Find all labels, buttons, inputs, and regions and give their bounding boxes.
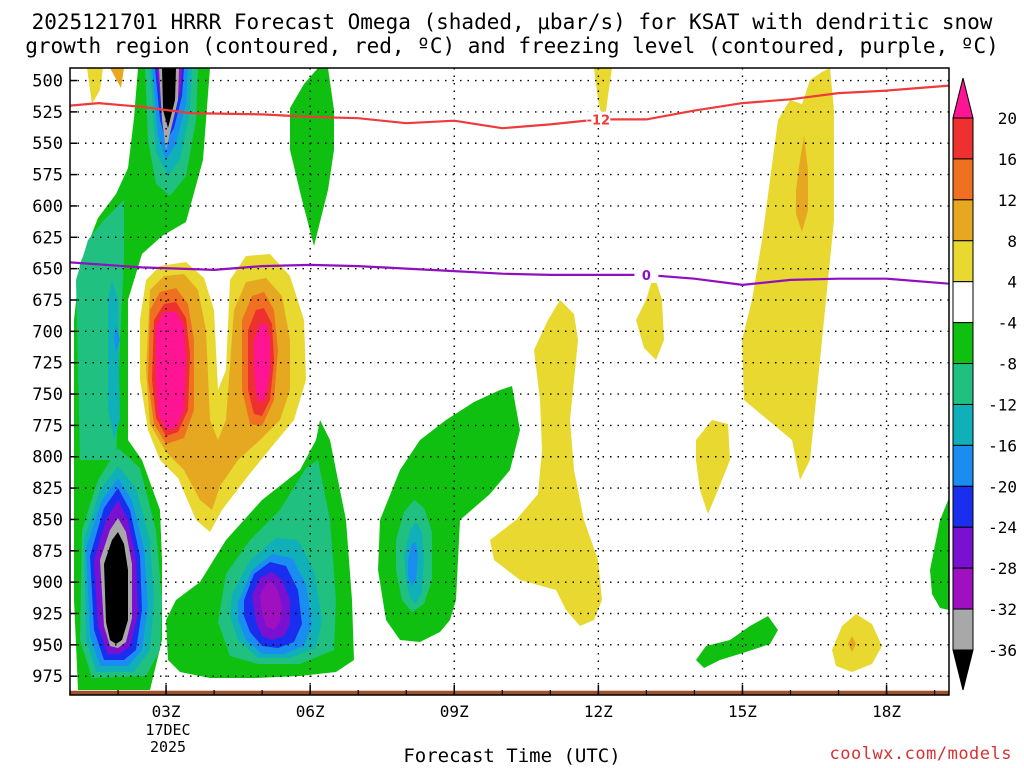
colorbar-swatch (952, 199, 974, 242)
contour-lines: -12 0 (70, 84, 949, 287)
y-tick-label: 700 (32, 322, 63, 342)
y-tick-label: 675 (32, 291, 63, 311)
contour-label: 0 (642, 269, 651, 284)
colorbar-swatch (952, 526, 974, 569)
colorbar: 20 16 12 8 4 -4 -8 -12 -16 -20 -24 -28 -32 -36 (952, 77, 1017, 691)
colorbar-label: -28 (988, 559, 1017, 578)
y-tick-label: 975 (32, 667, 63, 687)
x-tick-label: 18Z (872, 702, 901, 721)
colorbar-label: -8 (998, 355, 1017, 374)
y-tick-label: 625 (32, 228, 63, 248)
date-label-day: 17DEC (145, 721, 191, 739)
colorbar-label: -36 (988, 641, 1017, 660)
colorbar-label: 8 (1007, 232, 1017, 251)
x-tick-label: 03Z (152, 702, 181, 721)
colorbar-label: 4 (1007, 273, 1017, 292)
colorbar-label: 12 (998, 191, 1017, 210)
colorbar-label: -24 (988, 518, 1017, 537)
colorbar-label: -32 (988, 600, 1017, 619)
x-axis-label: Forecast Time (UTC) (403, 745, 621, 767)
colorbar-label: -16 (988, 436, 1017, 455)
colorbar-label: 16 (998, 150, 1017, 169)
dendritic-contour (70, 84, 949, 130)
x-tick-label: 15Z (728, 702, 757, 721)
colorbar-swatch (952, 363, 974, 405)
y-tick-label: 550 (32, 134, 63, 154)
omega-shading (74, 68, 949, 690)
colorbar-swatch (952, 117, 974, 160)
y-tick-label: 525 (32, 103, 63, 123)
date-label-year: 2025 (149, 738, 187, 756)
freezing-level-contour (70, 261, 949, 287)
x-tick-label: 09Z (440, 702, 469, 721)
colorbar-label: -20 (988, 477, 1017, 496)
colorbar-label: 20 (998, 109, 1017, 128)
colorbar-swatch (952, 608, 974, 651)
colorbar-swatch (952, 240, 974, 283)
y-axis: 500 525 550 575 600 625 650 675 700 725 750 775 800 8… (32, 72, 77, 687)
contour-label-bg (634, 266, 659, 283)
credit-link[interactable]: coolwx.com/models (829, 744, 1012, 764)
colorbar-swatch (952, 444, 974, 487)
y-tick-label: 575 (32, 166, 63, 186)
colorbar-top-arrow (952, 77, 974, 119)
y-tick-label: 500 (32, 72, 63, 92)
y-tick-label: 800 (32, 448, 63, 468)
y-tick-label: 850 (32, 510, 63, 530)
colorbar-swatch (952, 485, 974, 528)
title-line-2: growth region (contoured, red, ºC) and f… (25, 34, 999, 58)
colorbar-swatch (952, 281, 974, 324)
colorbar-bottom-arrow (952, 649, 974, 691)
surface-band-rect (70, 690, 949, 695)
y-tick-label: 925 (32, 604, 63, 624)
y-tick-label: 900 (32, 573, 63, 593)
colorbar-label: -12 (988, 395, 1017, 414)
y-tick-label: 650 (32, 260, 63, 280)
plot-frame (69, 67, 950, 696)
x-tick-label: 06Z (296, 702, 325, 721)
colorbar-swatch (952, 567, 974, 610)
y-tick-label: 950 (32, 636, 63, 656)
surface-band (70, 690, 949, 695)
contour-label: -12 (587, 113, 611, 128)
y-tick-label: 750 (32, 385, 63, 405)
colorbar-swatch (952, 403, 974, 446)
colorbar-label: -4 (998, 314, 1017, 333)
colorbar-swatch (952, 158, 974, 201)
title-line-1: 2025121701 HRRR Forecast Omega (shaded, … (31, 10, 993, 34)
y-tick-label: 725 (32, 354, 63, 374)
y-tick-label: 875 (32, 542, 63, 562)
y-tick-label: 600 (32, 197, 63, 217)
x-axis: 03Z 06Z 09Z 12Z 15Z 18Z (69, 685, 936, 721)
contour-label-bg (586, 111, 611, 128)
x-tick-label: 12Z (584, 702, 613, 721)
y-tick-label: 775 (32, 416, 63, 436)
colorbar-swatch (952, 322, 974, 365)
y-tick-label: 825 (32, 479, 63, 499)
